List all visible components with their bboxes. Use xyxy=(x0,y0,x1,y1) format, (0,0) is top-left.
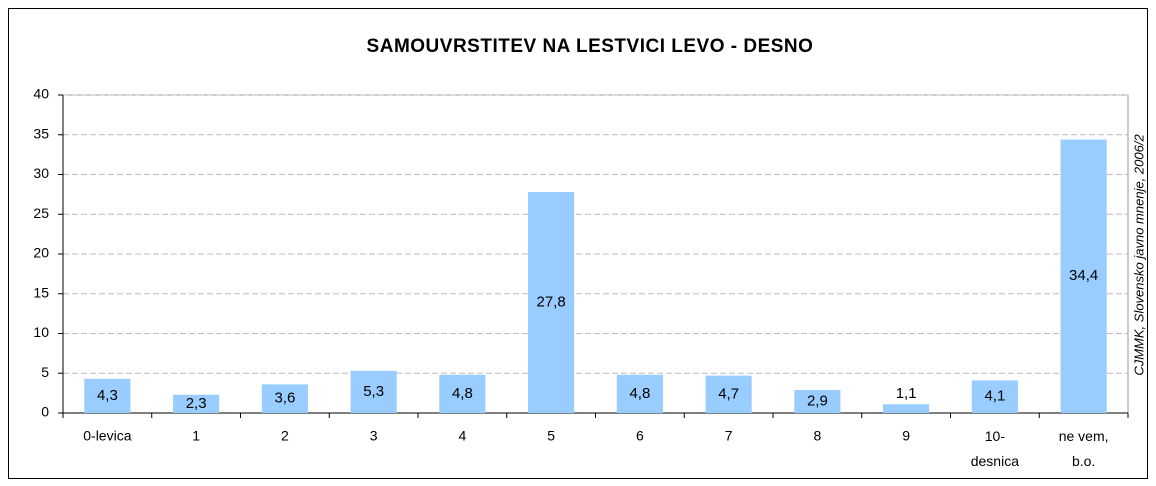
x-tick-label: 3 xyxy=(370,428,378,444)
source-note: CJMMK, Slovensko javno mnenje, 2006/2 xyxy=(1131,134,1146,376)
data-label: 34,4 xyxy=(1069,267,1098,284)
data-label: 27,8 xyxy=(537,293,566,310)
data-label: 4,8 xyxy=(452,385,473,402)
y-tick-label: 25 xyxy=(33,205,49,221)
x-tick-label: 2 xyxy=(281,428,289,444)
y-tick-label: 35 xyxy=(33,125,49,141)
data-label: 1,1 xyxy=(896,385,917,402)
bar xyxy=(350,370,397,413)
x-tick-label: 0-levica xyxy=(83,428,131,444)
bar xyxy=(705,375,752,413)
data-label: 3,6 xyxy=(274,390,295,407)
bar xyxy=(261,384,308,413)
y-tick-label: 0 xyxy=(41,404,49,420)
bar xyxy=(528,191,575,413)
x-tick-label: 1 xyxy=(192,428,200,444)
x-tick-label: 10-desnica xyxy=(971,428,1019,469)
data-label: 4,3 xyxy=(97,387,118,404)
x-tick-label: 7 xyxy=(725,428,733,444)
x-tick-label: 6 xyxy=(636,428,644,444)
data-label: 4,8 xyxy=(629,385,650,402)
bar xyxy=(1060,139,1107,413)
y-tick-label: 20 xyxy=(33,245,49,261)
y-tick-label: 5 xyxy=(41,364,49,380)
x-tick-label: ne vem, b.o. xyxy=(1059,428,1109,469)
bar xyxy=(883,404,930,413)
bar xyxy=(794,389,841,413)
bar xyxy=(616,374,663,413)
chart-title: SAMOUVRSTITEV NA LESTVICI LEVO - DESNO xyxy=(367,36,814,57)
data-label: 4,7 xyxy=(718,385,739,402)
y-tick-label: 10 xyxy=(33,324,49,340)
bar xyxy=(439,374,486,413)
y-tick-label: 40 xyxy=(33,86,49,102)
x-tick-label: 4 xyxy=(458,428,466,444)
data-label: 4,1 xyxy=(984,388,1005,405)
bar xyxy=(84,378,131,413)
bar xyxy=(173,394,220,413)
bar xyxy=(971,380,1018,413)
x-tick-label: 9 xyxy=(902,428,910,444)
x-tick-label: 8 xyxy=(813,428,821,444)
data-label: 5,3 xyxy=(363,383,384,400)
y-tick-label: 30 xyxy=(33,165,49,181)
y-tick-label: 15 xyxy=(33,284,49,300)
data-label: 2,3 xyxy=(186,395,207,412)
data-label: 2,9 xyxy=(807,392,828,409)
x-tick-label: 5 xyxy=(547,428,555,444)
